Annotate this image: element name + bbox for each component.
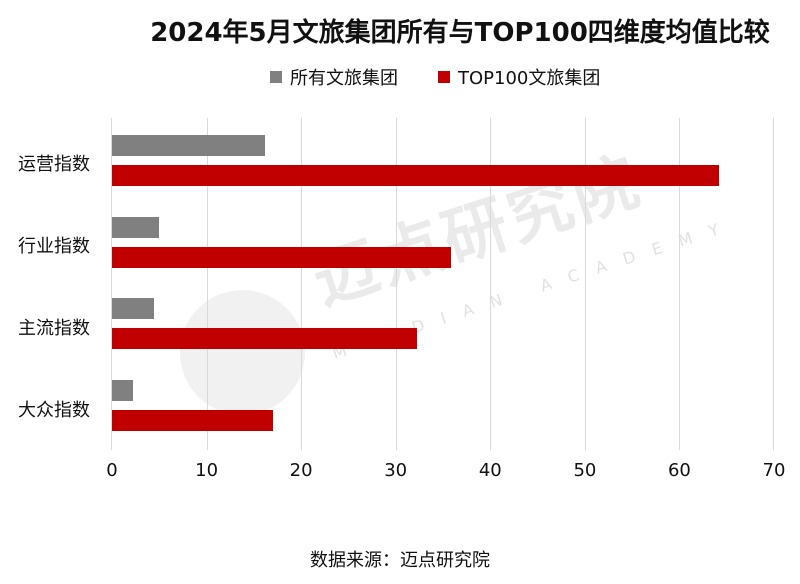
gridline [301,118,303,450]
gridline [395,118,397,450]
legend-label: 所有文旅集团 [290,68,398,89]
gridline [679,118,681,450]
legend-item-all: 所有文旅集团 [270,64,398,90]
legend: 所有文旅集团 TOP100文旅集团 [270,64,600,90]
x-tick-label: 10 [195,460,219,481]
bar-top100-operating [112,165,720,186]
category-label: 行业指数 [18,236,90,257]
bar-top100-mainstream [112,328,417,349]
x-tick-label: 30 [384,460,408,481]
legend-item-top100: TOP100文旅集团 [438,64,600,90]
plot-area [111,118,774,450]
bar-all-mainstream [112,298,154,319]
x-tick-label: 20 [289,460,313,481]
x-tick-label: 70 [762,460,786,481]
bar-all-public [112,380,133,401]
source-note: 数据来源：迈点研究院 [310,550,490,571]
bar-all-operating [112,135,266,156]
x-tick-label: 0 [106,460,118,481]
x-tick-label: 60 [667,460,691,481]
gridline [584,118,586,450]
legend-swatch-gray [270,71,282,83]
gridline [490,118,492,450]
category-label: 运营指数 [18,154,90,175]
x-tick-label: 40 [478,460,502,481]
gridline [206,118,208,450]
chart-title: 2024年5月文旅集团所有与TOP100四维度均值比较 [150,18,770,48]
x-tick-label: 50 [573,460,597,481]
category-label: 大众指数 [18,400,90,421]
category-label: 主流指数 [18,318,90,339]
gridline [773,118,774,450]
legend-label: TOP100文旅集团 [458,68,601,89]
bar-top100-industry [112,247,451,268]
legend-swatch-red [438,71,450,83]
y-axis-line [111,118,112,450]
bar-all-industry [112,217,160,238]
bar-top100-public [112,410,273,431]
